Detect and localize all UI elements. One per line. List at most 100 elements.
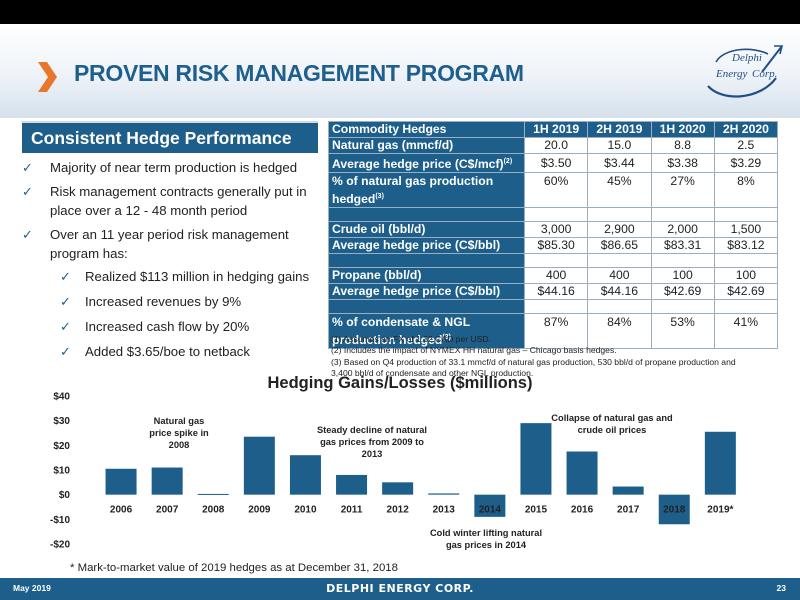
x-tick-label: 2016 [571, 505, 594, 516]
row-label: Average hedge price (C$/bbl) [328, 237, 525, 255]
x-tick-label: 2013 [433, 505, 456, 516]
value-cell [523, 207, 589, 223]
value-cell: $86.65 [587, 237, 652, 255]
row-label: Average hedge price (C$/bbl) [328, 283, 525, 301]
x-tick-label: 2009 [248, 505, 271, 516]
x-tick-label: 2012 [387, 505, 410, 516]
sub-bullet-text: Realized $113 million in hedging gains [85, 269, 310, 284]
bullet-text: Risk management contracts generally put … [50, 184, 307, 199]
value-cell: $44.16 [587, 283, 652, 301]
note-line: (2) Includes the impact of NYMEX HH natu… [331, 345, 617, 356]
chart-title: Hedging Gains/Losses ($millions) [268, 374, 533, 392]
section-header: Consistent Hedge Performance [22, 121, 318, 153]
y-tick-label: $20 [53, 441, 70, 452]
value-cell [713, 299, 779, 315]
value-cell: 20.0 [523, 137, 589, 154]
y-tick-label: -$10 [50, 515, 70, 526]
table-row: Natural gas (mmcf/d) 20.0 15.0 8.8 2.5 [328, 137, 779, 154]
row-label [328, 253, 525, 269]
row-label: % of condensate & NGL production hedged(… [328, 313, 525, 350]
x-tick-label: 2011 [341, 505, 363, 516]
value-cell: 100 [713, 267, 779, 285]
value-cell: 100 [650, 267, 715, 285]
value-cell: 60% [523, 172, 589, 209]
page-title: PROVEN RISK MANAGEMENT PROGRAM [74, 60, 524, 86]
chart-annotation: Natural gas [154, 416, 205, 426]
row-label-text: Natural gas (mmcf/d) [332, 138, 454, 152]
header-cell-period: 2H 2020 [713, 121, 779, 138]
row-label-text: % of natural gas production hedged [332, 174, 494, 207]
chart-annotation: Collapse of natural gas and [551, 413, 673, 423]
bar-2012 [382, 482, 414, 495]
value-cell [523, 299, 589, 315]
note-line: (1) Assumes an FX of 1.32 CAD per USD. [331, 334, 491, 344]
check-icon: ✓ [60, 294, 71, 309]
table-row: % of condensate & NGL production hedged(… [328, 313, 779, 350]
table-row [328, 207, 779, 223]
value-cell: 15.0 [587, 137, 652, 154]
footer-date: May 2019 [13, 583, 51, 593]
y-tick-label: $40 [53, 392, 70, 403]
logo-text-energy: Energy [716, 68, 748, 80]
check-icon: ✓ [22, 227, 33, 242]
note-line: (3) Based on Q4 production of 33.1 mmcf/… [331, 356, 736, 367]
value-cell [587, 253, 652, 269]
value-cell: 45% [587, 172, 652, 209]
value-cell: $3.38 [650, 152, 715, 174]
x-tick-label: 2008 [202, 505, 225, 516]
footnote-ref: (3) [442, 334, 451, 342]
hedging-gains-chart: Hedging Gains/Losses ($millions) $40 $30 $2… [50, 374, 736, 551]
row-label-text: Propane (bbl/d) [332, 268, 422, 283]
header-cell-period: 1H 2019 [523, 121, 589, 138]
value-cell: 84% [587, 313, 652, 350]
chevron-right-icon [38, 62, 57, 92]
row-label-text: Average hedge price (C$/bbl) [332, 238, 501, 253]
chart-annotation: price spike in [149, 428, 209, 438]
row-label-text: Average hedge price (C$/mcf) [332, 157, 504, 172]
x-tick-label: 2019* [707, 505, 733, 516]
row-label-text: Crude oil (bbl/d) [332, 222, 426, 237]
check-icon: ✓ [60, 269, 71, 284]
bullet-text: program has: [50, 246, 128, 261]
footnote-ref: (3) [375, 193, 384, 201]
bar-2013 [428, 493, 460, 495]
value-cell: 8% [713, 172, 779, 209]
header-band [0, 24, 800, 118]
bar-2016 [566, 451, 598, 495]
x-tick-label: 2014 [479, 505, 502, 516]
row-label [328, 207, 525, 223]
table-row: Propane (bbl/d) 400 400 100 100 [328, 267, 779, 285]
bullet-text: Majority of near term production is hedg… [50, 160, 298, 175]
value-cell: 400 [587, 267, 652, 285]
table-row: Average hedge price (C$/mcf)(2) $3.50 $3.4… [328, 152, 779, 174]
y-tick-label: $30 [53, 416, 70, 427]
x-tick-label: 2007 [156, 505, 179, 516]
sub-bullet-text: Added $3.65/boe to netback [85, 344, 250, 359]
bar-2010 [289, 455, 321, 495]
x-tick-label: 2017 [617, 505, 640, 516]
value-cell: $44.16 [523, 283, 589, 301]
commodity-hedges-table: Commodity Hedges 1H 2019 2H 2019 1H 2020 2H … [328, 121, 779, 350]
row-label: Crude oil (bbl/d) [328, 221, 525, 239]
table-row [328, 253, 779, 269]
value-cell: 3,000 [523, 221, 589, 239]
table-row: Average hedge price (C$/bbl) $85.30 $86.65… [328, 237, 779, 255]
value-cell [713, 207, 779, 223]
chart-annotation: Steady decline of natural [317, 425, 427, 435]
value-cell: 2.5 [713, 137, 779, 154]
value-cell: $3.29 [713, 152, 779, 174]
table-row: Average hedge price (C$/bbl) $44.16 $44.16… [328, 283, 779, 301]
x-tick-label: 2015 [525, 505, 548, 516]
row-label: Propane (bbl/d) [328, 267, 525, 285]
table-notes: (1) Assumes an FX of 1.32 CAD per USD. (… [331, 334, 781, 379]
value-cell [587, 207, 652, 223]
footer-company: DELPHI ENERGY CORP. [326, 582, 474, 595]
bullet-text: Over an 11 year period risk management [50, 227, 289, 242]
header-cell-period: 1H 2020 [650, 121, 715, 138]
value-cell [587, 299, 652, 315]
top-black-bar [0, 0, 800, 24]
row-label: Average hedge price (C$/mcf)(2) [328, 152, 525, 174]
bar-2018 [658, 494, 690, 525]
value-cell: 2,000 [650, 221, 715, 239]
chart-annotation: 2013 [362, 449, 383, 459]
